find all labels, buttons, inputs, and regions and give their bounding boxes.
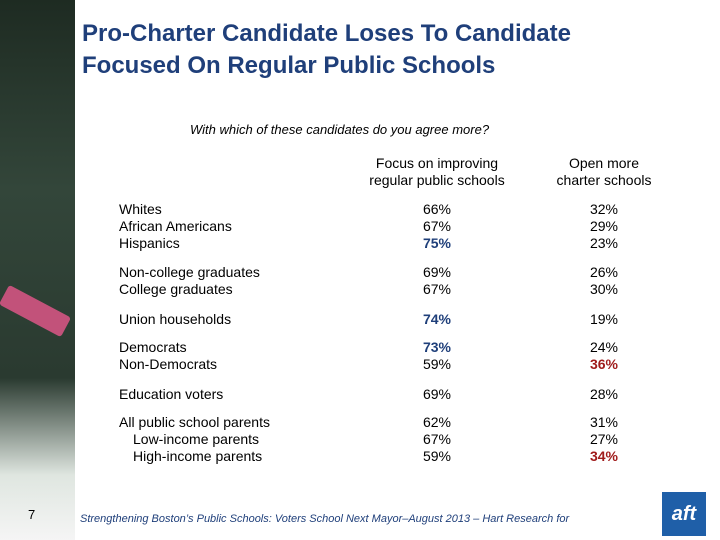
value-cell: 28% xyxy=(589,386,619,402)
row-label: Low-income parents xyxy=(133,431,260,447)
row-label: Democrats xyxy=(119,339,187,355)
value-cell: 66% xyxy=(422,201,452,217)
value-cell: 31% xyxy=(589,414,619,430)
value-cell: 59% xyxy=(422,356,452,372)
title: Focused On Regular Public Schools xyxy=(82,52,496,79)
subtitle: With which of these candidates do you ag… xyxy=(190,122,490,137)
row-label: Non-college graduates xyxy=(119,264,260,280)
value-cell: 69% xyxy=(422,264,452,280)
column-header: charter schools xyxy=(556,172,652,188)
row-label: Whites xyxy=(119,201,162,217)
column-header: regular public schools xyxy=(369,172,505,188)
value-cell: 73% xyxy=(422,339,452,355)
page-number: 7 xyxy=(28,507,36,522)
row-label: All public school parents xyxy=(119,414,270,430)
value-cell: 19% xyxy=(589,311,619,327)
footer-source: Strengthening Boston’s Public Schools: V… xyxy=(80,513,570,525)
row-label: High-income parents xyxy=(133,448,263,464)
value-cell: 29% xyxy=(589,218,619,234)
value-cell: 67% xyxy=(422,431,452,447)
value-cell: 26% xyxy=(589,264,619,280)
value-cell: 67% xyxy=(422,281,452,297)
row-label: Hispanics xyxy=(119,235,180,251)
value-cell: 24% xyxy=(589,339,619,355)
value-cell: 67% xyxy=(422,218,452,234)
row-label: Non-Democrats xyxy=(119,356,218,372)
column-header: Focus on improving xyxy=(375,155,499,171)
value-cell: 59% xyxy=(422,448,452,464)
row-label: African Americans xyxy=(119,218,232,234)
value-cell: 32% xyxy=(589,201,619,217)
decorative-strip xyxy=(0,0,75,540)
value-cell: 30% xyxy=(589,281,619,297)
row-label: Union households xyxy=(119,311,232,327)
value-cell: 75% xyxy=(422,235,452,251)
column-header: Open more xyxy=(568,155,640,171)
value-cell: 69% xyxy=(422,386,452,402)
row-label: Education voters xyxy=(119,386,224,402)
value-cell: 23% xyxy=(589,235,619,251)
logo: aft xyxy=(662,492,706,536)
value-cell: 36% xyxy=(589,356,619,372)
value-cell: 74% xyxy=(422,311,452,327)
row-label: College graduates xyxy=(119,281,233,297)
value-cell: 62% xyxy=(422,414,452,430)
title: Pro-Charter Candidate Loses To Candidate xyxy=(82,20,571,47)
value-cell: 27% xyxy=(589,431,619,447)
value-cell: 34% xyxy=(589,448,619,464)
chalk xyxy=(0,284,72,338)
